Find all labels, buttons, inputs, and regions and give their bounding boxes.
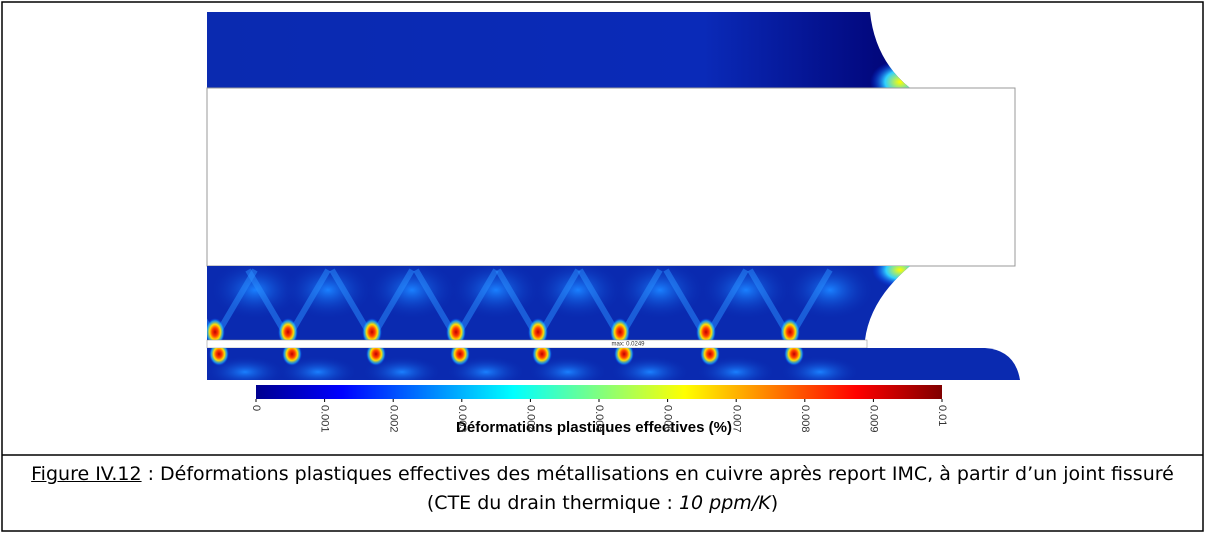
hotspot (696, 318, 716, 340)
hotspot (207, 318, 225, 340)
glow (610, 356, 690, 380)
caption-end: ) (770, 492, 779, 514)
colorbar-tick-label: 0.009 (867, 405, 879, 433)
hotspot (362, 318, 382, 340)
colorbar-tick-label: 0.002 (387, 405, 399, 433)
glow (533, 266, 623, 320)
caption-emphasis: 10 ppm/K (678, 492, 771, 514)
glow (528, 356, 608, 380)
glow (785, 266, 875, 320)
bottom-metallization (207, 266, 910, 340)
substrate (206, 87, 1016, 267)
max-annotation: max: 0.0249 (611, 342, 645, 348)
crack (206, 339, 868, 349)
colorbar-tick-label: 0.005 (593, 405, 605, 433)
glow (362, 356, 442, 380)
colorbar-tick-label: 0 (250, 405, 262, 411)
colorbar-tick-label: 0.008 (799, 405, 811, 433)
hotspot (528, 318, 548, 340)
caption-text: : Déformations plastiques effectives des… (141, 463, 1174, 514)
glow (451, 266, 541, 320)
glow (780, 356, 860, 380)
colorbar-tick-label: 0.01 (936, 405, 948, 426)
caption-label: Figure IV.12 (31, 463, 142, 485)
glow (446, 356, 526, 380)
caption: Figure IV.12 : Déformations plastiques e… (10, 460, 1195, 518)
hotspot (278, 318, 298, 340)
hotspot (446, 318, 466, 340)
colorbar (256, 385, 942, 399)
lower-metallization (207, 348, 1020, 380)
colorbar-label: Déformations plastiques effectives (%) (456, 419, 732, 436)
glow (696, 356, 776, 380)
hotspot (780, 318, 800, 340)
glow (207, 356, 285, 380)
colorbar-tick-label: 0.006 (662, 405, 674, 433)
colorbar-tick-label: 0.004 (524, 405, 536, 433)
top-metallization (207, 12, 910, 88)
colorbar-tick-label: 0.007 (730, 405, 742, 433)
hotspot (610, 318, 630, 340)
colorbar-tick-label: 0.001 (319, 405, 331, 433)
colorbar-tick-label: 0.003 (456, 405, 468, 433)
glow (278, 356, 358, 380)
